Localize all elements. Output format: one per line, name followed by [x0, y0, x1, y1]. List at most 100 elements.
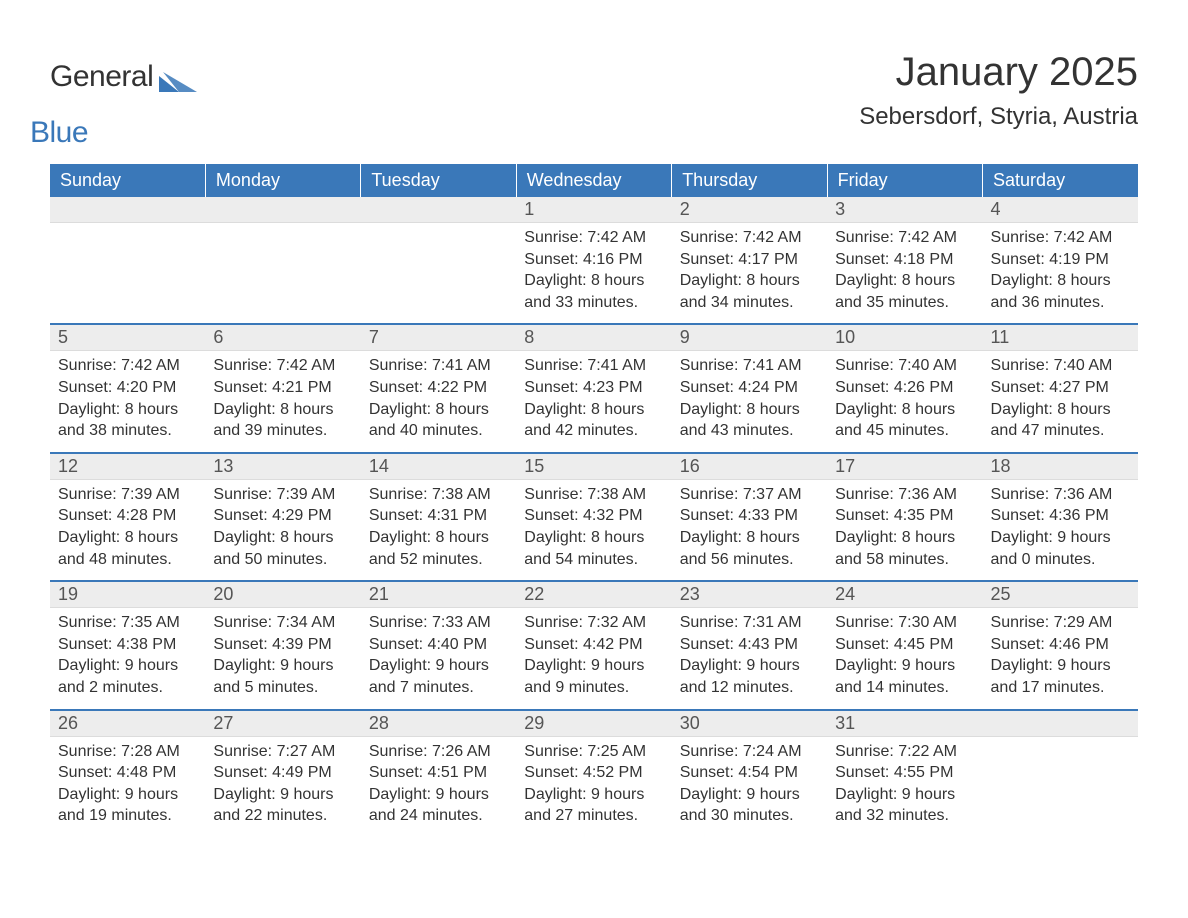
day-number: 16: [672, 454, 827, 480]
sunset-line: Sunset: 4:23 PM: [524, 377, 663, 399]
sunset-line: Sunset: 4:43 PM: [680, 634, 819, 656]
daylight-line: and 7 minutes.: [369, 677, 508, 699]
day-cell: 30Sunrise: 7:24 AMSunset: 4:54 PMDayligh…: [672, 710, 827, 837]
daylight-line: and 34 minutes.: [680, 292, 819, 314]
day-cell: 17Sunrise: 7:36 AMSunset: 4:35 PMDayligh…: [827, 453, 982, 581]
daylight-line: Daylight: 8 hours: [991, 399, 1130, 421]
sunrise-line: Sunrise: 7:40 AM: [835, 355, 974, 377]
sunrise-line: Sunrise: 7:29 AM: [991, 612, 1130, 634]
day-number: 11: [983, 325, 1138, 351]
week-row: 1Sunrise: 7:42 AMSunset: 4:16 PMDaylight…: [50, 197, 1138, 324]
daylight-line: and 22 minutes.: [213, 805, 352, 827]
sunrise-line: Sunrise: 7:42 AM: [991, 227, 1130, 249]
day-number: 31: [827, 711, 982, 737]
sunrise-line: Sunrise: 7:41 AM: [369, 355, 508, 377]
daylight-line: Daylight: 8 hours: [524, 527, 663, 549]
day-header: Tuesday: [361, 164, 516, 197]
logo-flag-icon: [159, 68, 197, 92]
day-number: 18: [983, 454, 1138, 480]
day-data: Sunrise: 7:42 AMSunset: 4:19 PMDaylight:…: [983, 223, 1138, 323]
daylight-line: and 39 minutes.: [213, 420, 352, 442]
sunset-line: Sunset: 4:24 PM: [680, 377, 819, 399]
sunset-line: Sunset: 4:38 PM: [58, 634, 197, 656]
daylight-line: Daylight: 8 hours: [58, 527, 197, 549]
day-cell: 18Sunrise: 7:36 AMSunset: 4:36 PMDayligh…: [983, 453, 1138, 581]
daylight-line: Daylight: 8 hours: [680, 270, 819, 292]
daylight-line: Daylight: 8 hours: [680, 399, 819, 421]
day-data: Sunrise: 7:31 AMSunset: 4:43 PMDaylight:…: [672, 608, 827, 708]
sunset-line: Sunset: 4:35 PM: [835, 505, 974, 527]
location-label: Sebersdorf, Styria, Austria: [859, 103, 1138, 131]
day-data: Sunrise: 7:37 AMSunset: 4:33 PMDaylight:…: [672, 480, 827, 580]
sunrise-line: Sunrise: 7:42 AM: [58, 355, 197, 377]
day-cell: 27Sunrise: 7:27 AMSunset: 4:49 PMDayligh…: [205, 710, 360, 837]
day-number: 24: [827, 582, 982, 608]
sunset-line: Sunset: 4:36 PM: [991, 505, 1130, 527]
day-cell: 6Sunrise: 7:42 AMSunset: 4:21 PMDaylight…: [205, 324, 360, 452]
day-cell: 1Sunrise: 7:42 AMSunset: 4:16 PMDaylight…: [516, 197, 671, 324]
sunrise-line: Sunrise: 7:31 AM: [680, 612, 819, 634]
day-cell: 15Sunrise: 7:38 AMSunset: 4:32 PMDayligh…: [516, 453, 671, 581]
sunrise-line: Sunrise: 7:28 AM: [58, 741, 197, 763]
sunrise-line: Sunrise: 7:22 AM: [835, 741, 974, 763]
daylight-line: and 43 minutes.: [680, 420, 819, 442]
day-number: 20: [205, 582, 360, 608]
daylight-line: and 2 minutes.: [58, 677, 197, 699]
month-title: January 2025: [859, 50, 1138, 95]
daylight-line: Daylight: 8 hours: [524, 399, 663, 421]
daylight-line: Daylight: 9 hours: [369, 784, 508, 806]
daylight-line: Daylight: 8 hours: [835, 527, 974, 549]
day-number: 9: [672, 325, 827, 351]
day-data: Sunrise: 7:38 AMSunset: 4:31 PMDaylight:…: [361, 480, 516, 580]
day-cell: 8Sunrise: 7:41 AMSunset: 4:23 PMDaylight…: [516, 324, 671, 452]
day-number: 14: [361, 454, 516, 480]
daylight-line: Daylight: 9 hours: [835, 784, 974, 806]
daylight-line: Daylight: 8 hours: [213, 527, 352, 549]
day-cell: 12Sunrise: 7:39 AMSunset: 4:28 PMDayligh…: [50, 453, 205, 581]
daylight-line: Daylight: 8 hours: [369, 527, 508, 549]
day-number: 28: [361, 711, 516, 737]
day-number: 27: [205, 711, 360, 737]
daylight-line: and 38 minutes.: [58, 420, 197, 442]
daylight-line: Daylight: 9 hours: [213, 784, 352, 806]
daylight-line: Daylight: 8 hours: [991, 270, 1130, 292]
daylight-line: Daylight: 9 hours: [58, 784, 197, 806]
day-data: Sunrise: 7:29 AMSunset: 4:46 PMDaylight:…: [983, 608, 1138, 708]
sunset-line: Sunset: 4:40 PM: [369, 634, 508, 656]
day-data: Sunrise: 7:26 AMSunset: 4:51 PMDaylight:…: [361, 737, 516, 837]
daylight-line: and 52 minutes.: [369, 549, 508, 571]
daylight-line: Daylight: 9 hours: [991, 527, 1130, 549]
day-data: Sunrise: 7:42 AMSunset: 4:21 PMDaylight:…: [205, 351, 360, 451]
day-cell: 11Sunrise: 7:40 AMSunset: 4:27 PMDayligh…: [983, 324, 1138, 452]
day-number: 6: [205, 325, 360, 351]
day-data: Sunrise: 7:42 AMSunset: 4:20 PMDaylight:…: [50, 351, 205, 451]
sunrise-line: Sunrise: 7:39 AM: [213, 484, 352, 506]
sunrise-line: Sunrise: 7:42 AM: [524, 227, 663, 249]
day-cell: 31Sunrise: 7:22 AMSunset: 4:55 PMDayligh…: [827, 710, 982, 837]
daylight-line: and 36 minutes.: [991, 292, 1130, 314]
day-cell: 14Sunrise: 7:38 AMSunset: 4:31 PMDayligh…: [361, 453, 516, 581]
week-row: 26Sunrise: 7:28 AMSunset: 4:48 PMDayligh…: [50, 710, 1138, 837]
day-number: 26: [50, 711, 205, 737]
day-cell: [50, 197, 205, 324]
day-cell: [983, 710, 1138, 837]
daylight-line: and 33 minutes.: [524, 292, 663, 314]
sunrise-line: Sunrise: 7:40 AM: [991, 355, 1130, 377]
sunrise-line: Sunrise: 7:33 AM: [369, 612, 508, 634]
daylight-line: and 5 minutes.: [213, 677, 352, 699]
sunset-line: Sunset: 4:28 PM: [58, 505, 197, 527]
sunrise-line: Sunrise: 7:39 AM: [58, 484, 197, 506]
daylight-line: and 14 minutes.: [835, 677, 974, 699]
daylight-line: Daylight: 9 hours: [524, 784, 663, 806]
calendar-table: Sunday Monday Tuesday Wednesday Thursday…: [50, 164, 1138, 837]
daylight-line: and 47 minutes.: [991, 420, 1130, 442]
daylight-line: Daylight: 9 hours: [680, 655, 819, 677]
sunrise-line: Sunrise: 7:32 AM: [524, 612, 663, 634]
sunset-line: Sunset: 4:20 PM: [58, 377, 197, 399]
day-cell: 13Sunrise: 7:39 AMSunset: 4:29 PMDayligh…: [205, 453, 360, 581]
daylight-line: Daylight: 8 hours: [524, 270, 663, 292]
sunrise-line: Sunrise: 7:42 AM: [835, 227, 974, 249]
sunset-line: Sunset: 4:33 PM: [680, 505, 819, 527]
sunset-line: Sunset: 4:16 PM: [524, 249, 663, 271]
daylight-line: Daylight: 8 hours: [213, 399, 352, 421]
